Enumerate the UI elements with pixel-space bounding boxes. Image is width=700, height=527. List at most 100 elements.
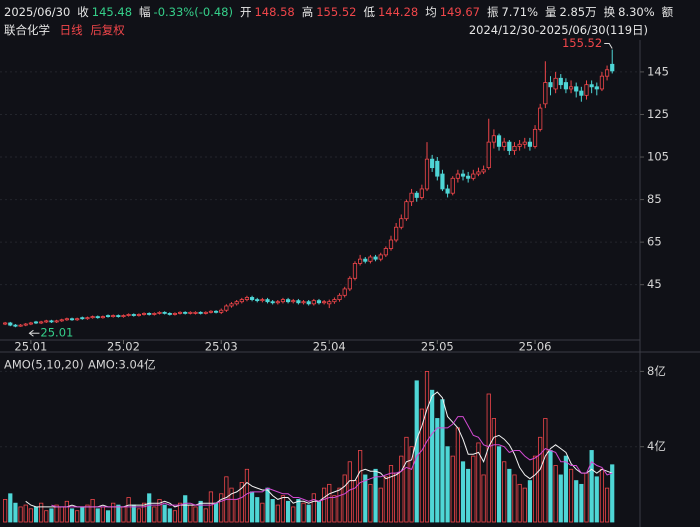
volume-bar bbox=[332, 495, 337, 523]
min-label: 25.01 bbox=[40, 326, 73, 340]
candle-body bbox=[352, 263, 358, 279]
candle-body bbox=[502, 141, 507, 147]
field-value: 145.48 bbox=[91, 5, 133, 19]
volume-bar bbox=[291, 506, 296, 523]
candle-body bbox=[471, 173, 476, 179]
candle-body bbox=[527, 141, 533, 147]
candle-body bbox=[54, 320, 59, 323]
candle-body bbox=[440, 173, 445, 190]
candle-body bbox=[286, 299, 291, 303]
volume-bar bbox=[311, 493, 316, 523]
volume-bar bbox=[157, 499, 162, 523]
x-tick-label: 25.06 bbox=[519, 340, 552, 354]
candle-body bbox=[157, 311, 162, 314]
volume-bar bbox=[548, 450, 553, 523]
candle-body bbox=[491, 135, 496, 143]
candle-body bbox=[260, 299, 265, 302]
volume-bar bbox=[404, 436, 409, 523]
adjust[interactable]: 后复权 bbox=[90, 23, 125, 37]
volume-bar bbox=[409, 446, 414, 523]
candle-body bbox=[44, 320, 49, 323]
candle-body bbox=[332, 299, 337, 303]
volume-bar bbox=[100, 506, 105, 523]
y-tick-label: 45 bbox=[647, 277, 662, 291]
field-value: 149.67 bbox=[439, 5, 480, 19]
volume-bar bbox=[54, 504, 59, 523]
volume-bar bbox=[8, 493, 13, 523]
volume-bar bbox=[584, 472, 589, 523]
volume-bar bbox=[280, 495, 286, 523]
candle-body bbox=[64, 318, 69, 321]
volume-bar bbox=[594, 476, 599, 523]
candle-body bbox=[414, 192, 419, 198]
quote-row: 2025/06/30 收 145.48 幅 -0.33%(-0.48) 开 148.58 高 1… bbox=[4, 3, 676, 21]
volume-bar bbox=[368, 483, 373, 523]
volume-bar bbox=[527, 480, 533, 523]
candle-body bbox=[306, 301, 311, 305]
candle-body bbox=[383, 248, 388, 256]
volume-bar bbox=[234, 499, 239, 523]
x-tick-label: 25.02 bbox=[107, 340, 140, 354]
volume-bar bbox=[296, 499, 301, 523]
period[interactable]: 日线 bbox=[59, 23, 83, 37]
volume-bar bbox=[599, 468, 605, 523]
candle-body bbox=[404, 201, 409, 220]
volume-bar bbox=[265, 487, 270, 523]
volume-bar bbox=[80, 506, 85, 523]
volume-bar bbox=[610, 464, 615, 523]
candle-body bbox=[430, 158, 435, 169]
y-tick-label: 105 bbox=[647, 150, 669, 164]
volume-bar bbox=[543, 418, 548, 523]
volume-bar bbox=[532, 455, 538, 523]
y-tick-label: 65 bbox=[647, 235, 662, 249]
volume-bar bbox=[388, 465, 394, 523]
candle-body bbox=[203, 311, 208, 314]
volume-bar bbox=[85, 504, 90, 523]
x-tick-label: 25.01 bbox=[14, 340, 47, 354]
max-pointer bbox=[604, 43, 613, 49]
candle-body bbox=[543, 82, 548, 105]
volume-bar bbox=[44, 510, 49, 523]
candle-body bbox=[322, 301, 327, 304]
field-label: 开 bbox=[239, 5, 252, 19]
volume-bar bbox=[136, 508, 142, 523]
candle-body bbox=[280, 299, 286, 303]
candle-body bbox=[255, 299, 260, 302]
volume-bar bbox=[522, 487, 527, 523]
candle-body bbox=[147, 313, 152, 315]
volume-bar bbox=[239, 482, 244, 523]
candle-body bbox=[548, 82, 553, 88]
volume-bar bbox=[111, 502, 116, 523]
volume-bar bbox=[229, 487, 234, 523]
volume-bar bbox=[466, 468, 471, 523]
candle-body bbox=[105, 315, 111, 317]
volume-bar bbox=[219, 493, 224, 523]
candle-body bbox=[28, 322, 33, 325]
volume-bar bbox=[517, 483, 522, 523]
candle-body bbox=[167, 313, 172, 315]
candle-body bbox=[18, 324, 23, 327]
field-value: 144.28 bbox=[377, 5, 419, 19]
field-value: 7.71% bbox=[501, 5, 539, 19]
candle-body bbox=[507, 141, 512, 152]
volume-bar bbox=[121, 506, 126, 523]
candle-body bbox=[177, 311, 183, 314]
volume-bar bbox=[604, 487, 610, 523]
volume-bar bbox=[23, 504, 28, 523]
volume-bar bbox=[244, 468, 250, 523]
candle-body bbox=[13, 324, 18, 327]
volume-bar bbox=[486, 393, 491, 523]
candle-body bbox=[347, 277, 352, 290]
candle-body bbox=[213, 310, 219, 313]
field-value: 2.85万 bbox=[559, 5, 597, 19]
candle-body bbox=[394, 226, 399, 241]
volume-bar bbox=[59, 506, 64, 523]
volume-bar bbox=[414, 380, 419, 523]
volume-bar bbox=[589, 450, 594, 523]
volume-bar bbox=[49, 508, 54, 523]
volume-bar bbox=[172, 510, 178, 523]
candle-body bbox=[584, 84, 589, 96]
candle-body bbox=[553, 77, 558, 90]
candle-body bbox=[291, 300, 296, 303]
candle-body bbox=[363, 258, 368, 262]
